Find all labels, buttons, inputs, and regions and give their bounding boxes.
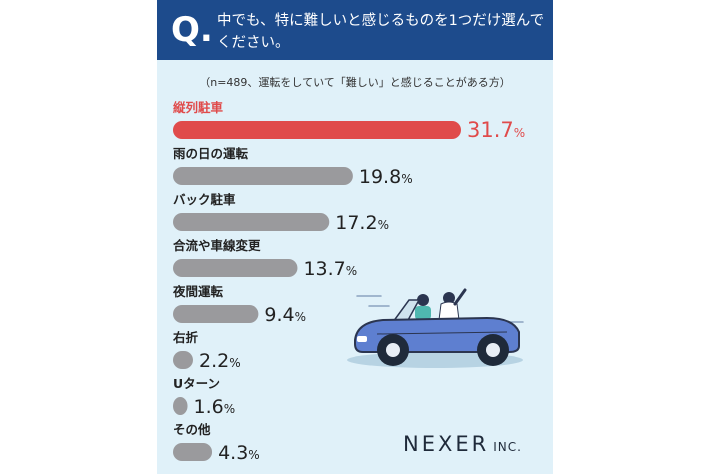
bar — [173, 259, 298, 277]
category-label: バック駐車 — [173, 192, 236, 207]
bar — [173, 351, 193, 369]
sample-note: （n=489、運転をしていて「難しい」と感じることがある方） — [199, 76, 511, 89]
question-mark: Q. — [171, 10, 213, 50]
brand-suffix: INC. — [493, 440, 522, 454]
question-text: 中でも、特に難しいと感じるものを1つだけ選んでください。 — [217, 13, 545, 51]
car-illustration — [347, 288, 524, 368]
value-label: 17.2% — [335, 212, 389, 234]
bars-layer: 縦列駐車 31.7% 雨の日の運転 19.8% バック駐車 17.2% 合流や車線変更 13.… — [172, 100, 525, 464]
value-label: 31.7% — [467, 118, 525, 142]
category-label: 夜間運転 — [172, 284, 224, 299]
category-label: 右折 — [172, 330, 199, 345]
brand-logo: NEXER INC. — [403, 432, 522, 456]
bar — [173, 443, 213, 461]
value-label: 4.3% — [218, 442, 260, 464]
category-label: Uターン — [173, 376, 220, 391]
bar — [173, 305, 259, 323]
value-label: 1.6% — [194, 396, 236, 418]
value-label: 13.7% — [303, 258, 357, 280]
question-header: Q. 中でも、特に難しいと感じるものを1つだけ選んでください。 — [157, 0, 553, 60]
bar — [173, 167, 353, 185]
category-label: 合流や車線変更 — [173, 238, 261, 253]
bar — [173, 397, 188, 415]
brand-name: NEXER — [403, 432, 490, 456]
bar — [173, 213, 330, 231]
bar-chart: 縦列駐車 31.7% 雨の日の運転 19.8% バック駐車 17.2% 合流や車線変更 13.… — [172, 100, 525, 464]
value-label: 2.2% — [199, 350, 241, 372]
value-label: 9.4% — [264, 304, 306, 326]
value-label: 19.8% — [359, 166, 413, 188]
category-label: 縦列駐車 — [173, 100, 224, 115]
category-label: その他 — [173, 422, 211, 437]
infographic-card: Q. 中でも、特に難しいと感じるものを1つだけ選んでください。 （n=489、運… — [157, 0, 553, 474]
bar — [173, 121, 461, 139]
category-label: 雨の日の運転 — [173, 146, 249, 161]
